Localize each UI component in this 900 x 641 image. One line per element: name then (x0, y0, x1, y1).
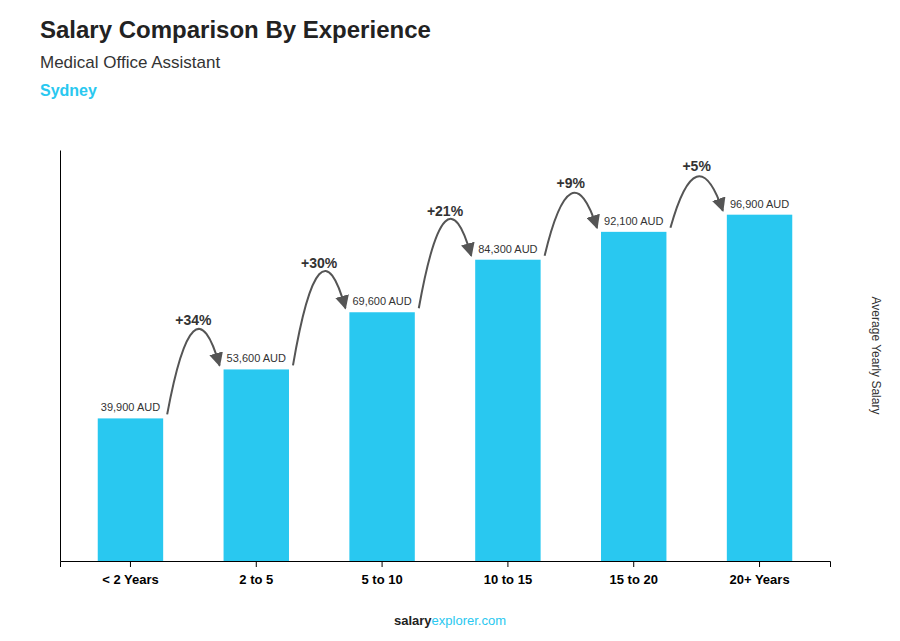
data-label: 84,300 AUD (478, 243, 537, 255)
data-label: 69,600 AUD (352, 295, 411, 307)
change-label: +34% (175, 312, 212, 328)
title: Salary Comparison By Experience (40, 16, 431, 43)
x-tick-label: 5 to 10 (361, 572, 402, 587)
x-tick-mark (130, 561, 131, 567)
data-labels: 39,900 AUD 53,600 AUD 69,600 AUD 84,300 AUD… (101, 198, 789, 414)
y-axis-title: Average Yearly Salary (869, 297, 883, 415)
change-label: +5% (682, 158, 711, 174)
change-arrow (670, 176, 722, 228)
bar (601, 232, 666, 561)
x-tick-label: 15 to 20 (610, 572, 658, 587)
change-label: +30% (301, 255, 338, 271)
footer: salaryexplorer.com (394, 613, 506, 628)
change-label: +21% (427, 203, 464, 219)
bar (98, 418, 163, 561)
data-label: 92,100 AUD (604, 215, 663, 227)
x-axis-line (61, 562, 831, 568)
footer-bold: salary (394, 613, 432, 628)
x-tick-label: < 2 Years (102, 572, 159, 587)
y-axis-line (60, 151, 61, 562)
bar (349, 312, 414, 561)
y-axis (60, 151, 61, 562)
data-label: 53,600 AUD (227, 352, 286, 364)
x-axis: < 2 Years 2 to 5 5 to 10 10 to 15 15 to 20 20… (61, 561, 831, 587)
x-tick-mark (507, 561, 508, 567)
x-tick-mark (382, 561, 383, 567)
city: Sydney (40, 82, 97, 99)
x-tick-mark (759, 561, 760, 567)
x-tick: 5 to 10 (361, 561, 402, 587)
x-tick: 2 to 5 (239, 561, 273, 587)
footer-regular: explorer.com (432, 613, 506, 628)
data-label: 39,900 AUD (101, 401, 160, 413)
x-tick-mark (633, 561, 634, 567)
bars (98, 215, 793, 561)
x-tick-label: 2 to 5 (239, 572, 273, 587)
chart: Salary Comparison By Experience Medical O… (0, 0, 900, 641)
subtitle: Medical Office Assistant (40, 53, 220, 72)
bar (475, 260, 540, 561)
change-label: +9% (557, 175, 586, 191)
x-tick: 15 to 20 (610, 561, 658, 587)
plot: < 2 Years 2 to 5 5 to 10 10 to 15 15 to 20 20… (61, 151, 831, 588)
x-tick-mark (256, 561, 257, 567)
x-tick-label: 20+ Years (729, 572, 789, 587)
x-tick: < 2 Years (102, 561, 159, 587)
change-arrows: +34% +30% +21% +9% +5% (167, 158, 723, 415)
x-tick-label: 10 to 15 (484, 572, 532, 587)
change-arrow (293, 271, 345, 365)
x-tick: 20+ Years (729, 561, 789, 587)
change-arrow (545, 193, 597, 256)
bar (224, 369, 289, 561)
bar (727, 215, 792, 561)
change-arrow (167, 329, 219, 415)
data-label: 96,900 AUD (730, 198, 789, 210)
x-tick: 10 to 15 (484, 561, 532, 587)
change-arrow (419, 219, 471, 308)
